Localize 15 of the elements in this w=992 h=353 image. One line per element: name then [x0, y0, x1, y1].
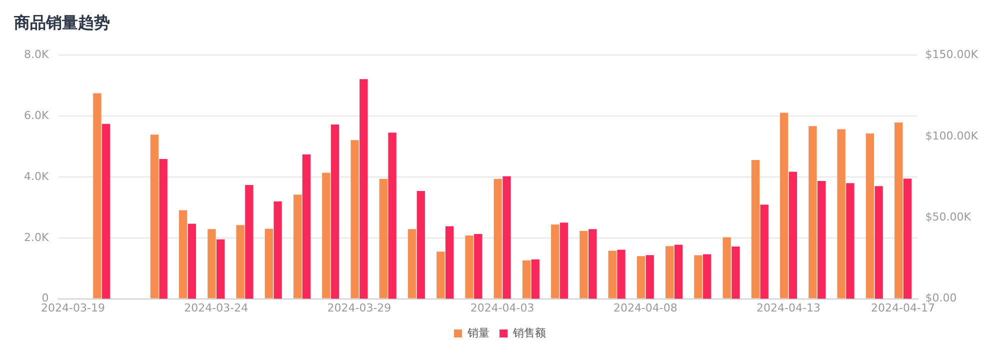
x-tick-label: 2024-03-29 [327, 301, 392, 314]
legend-label: 销量 [466, 328, 490, 340]
legend-label: 销售额 [512, 326, 546, 340]
y2-tick-label: $50.00K [925, 210, 972, 224]
x-tick-label: 2024-04-13 [756, 301, 820, 314]
x-tick-label: 2024-04-08 [613, 301, 678, 314]
y-tick-label: 6.0K [24, 108, 50, 122]
x-tick-label: 2024-03-24 [184, 301, 248, 314]
y-tick-label: 2.0K [24, 230, 50, 244]
y2-tick-label: $100.00K [925, 129, 979, 142]
x-tick-label: 2024-04-03 [470, 301, 534, 314]
y2-tick-label: $150.00K [925, 48, 979, 62]
y-tick-label: 4.0K [24, 170, 50, 183]
chart-title: 商品销量趋势 [13, 12, 110, 32]
y-tick-label: 8.0K [24, 48, 50, 62]
